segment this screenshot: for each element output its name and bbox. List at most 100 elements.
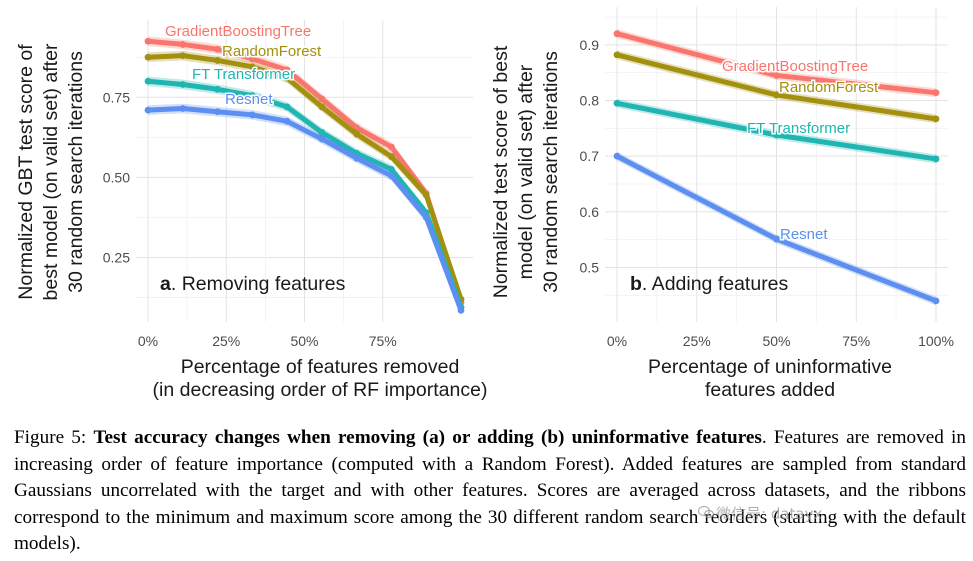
data-point (773, 235, 780, 243)
x-tick-label: 25% (683, 333, 711, 349)
data-point (144, 37, 152, 45)
data-point (283, 66, 291, 74)
panel-title: . Removing features (171, 273, 346, 295)
data-point (353, 130, 361, 138)
series-line (145, 78, 464, 310)
data-point (179, 81, 187, 88)
data-point (283, 103, 291, 111)
y-axis-label: 30 random search iterations (540, 51, 562, 293)
x-axis-label: Percentage of uninformative (648, 356, 892, 378)
chart-a: 0.25 0.50 0.75 0% 25% 50% 75% GradientBoostingT… (15, 20, 487, 401)
y-tick-label: 0.25 (103, 250, 130, 266)
panel-letter: b (630, 273, 642, 295)
data-point (248, 111, 256, 119)
data-point (457, 306, 465, 314)
series-line (145, 38, 464, 305)
series-label: Resnet (780, 226, 828, 243)
data-point (932, 155, 940, 163)
y-axis-label: Normalized test score of best (490, 45, 512, 298)
data-point (214, 108, 221, 116)
y-axis-label: 30 random search iterations (65, 51, 87, 293)
data-point (388, 165, 395, 173)
data-point (179, 52, 187, 60)
figure: 0.250.500.750% 25% 50% 75%GradientBoostingT… (15, 7, 954, 401)
data-point (388, 153, 395, 160)
y-tick-label: 0.50 (103, 169, 130, 185)
data-point (613, 51, 621, 59)
y-tick-label: 0.6 (580, 204, 600, 220)
x-tick-label: 50% (762, 333, 790, 349)
panel-label: b. Adding features (630, 273, 789, 295)
data-point (773, 91, 780, 99)
data-point (388, 143, 395, 151)
data-point (613, 99, 621, 107)
x-tick-label: 0% (138, 333, 158, 349)
data-point (318, 95, 326, 103)
data-point (773, 131, 780, 139)
data-point (179, 41, 187, 48)
data-point (214, 45, 221, 53)
x-tick-label: 0% (607, 333, 627, 349)
data-point (388, 172, 395, 180)
chart-b: 0.5 0.6 0.7 0.8 0.9 0% 25% 50% 75% 100% GradientBo… (490, 7, 954, 401)
x-axis-label: (in decreasing order of RF importance) (153, 379, 488, 401)
data-point (283, 74, 291, 82)
series-ribbon (617, 151, 936, 306)
data-point (214, 85, 221, 93)
series-label: GradientBoostingTree (722, 58, 868, 75)
y-tick-label: 0.5 (580, 259, 600, 275)
x-tick-label: 25% (212, 333, 240, 349)
x-axis-label: Percentage of features removed (181, 356, 460, 378)
data-point (353, 124, 361, 132)
y-tick-label: 0.9 (580, 37, 600, 53)
y-tick-label: 0.7 (580, 148, 600, 164)
series-label: FT Transformer (192, 66, 295, 83)
data-point (353, 154, 361, 162)
watermark: 微信号: datayx (716, 505, 823, 523)
series-label: Resnet (225, 91, 273, 108)
data-point (613, 30, 621, 38)
series-ribbon (617, 29, 936, 98)
series-label: RandomForest (779, 79, 879, 96)
data-point (248, 92, 256, 100)
data-point (144, 53, 152, 61)
wechat-icon (698, 505, 714, 519)
data-point (144, 77, 152, 85)
series-ribbon (148, 76, 461, 312)
data-point (318, 103, 326, 111)
x-tick-label: 75% (369, 333, 397, 349)
y-axis-label: Normalized GBT test score of (15, 44, 37, 300)
y-tick-label: 0.8 (580, 92, 600, 108)
caption-rest: . Features are removed in increasing ord… (14, 427, 966, 554)
data-point (932, 297, 940, 305)
data-point (422, 214, 430, 221)
panel-label: a. Removing features (160, 273, 346, 295)
data-point (179, 105, 187, 112)
y-axis-label: best model (on valid set) after (40, 43, 62, 300)
series-label: FT Transformer (747, 120, 850, 137)
series-label: GradientBoostingTree (165, 23, 311, 40)
panel-letter: a (160, 273, 171, 295)
caption-prefix: Figure 5: (14, 427, 94, 448)
caption-bold: Test accuracy changes when removing (a) … (93, 427, 762, 448)
data-point (422, 191, 430, 199)
x-tick-label: 100% (918, 333, 954, 349)
data-point (318, 135, 326, 143)
y-tick-label: 0.75 (103, 89, 130, 105)
data-point (214, 57, 221, 64)
series-line (145, 106, 464, 313)
x-tick-label: 75% (842, 333, 870, 349)
data-point (248, 63, 256, 71)
series-label: RandomForest (222, 43, 322, 60)
panel-title: . Adding features (642, 273, 789, 295)
x-tick-label: 50% (290, 333, 318, 349)
y-axis-label: model (on valid set) after (515, 64, 537, 279)
data-point (144, 106, 152, 114)
data-point (773, 72, 780, 79)
data-point (248, 55, 256, 63)
data-point (613, 152, 621, 160)
data-point (932, 115, 940, 123)
data-point (283, 117, 291, 125)
data-point (932, 89, 940, 97)
x-axis-label: features added (705, 379, 835, 401)
